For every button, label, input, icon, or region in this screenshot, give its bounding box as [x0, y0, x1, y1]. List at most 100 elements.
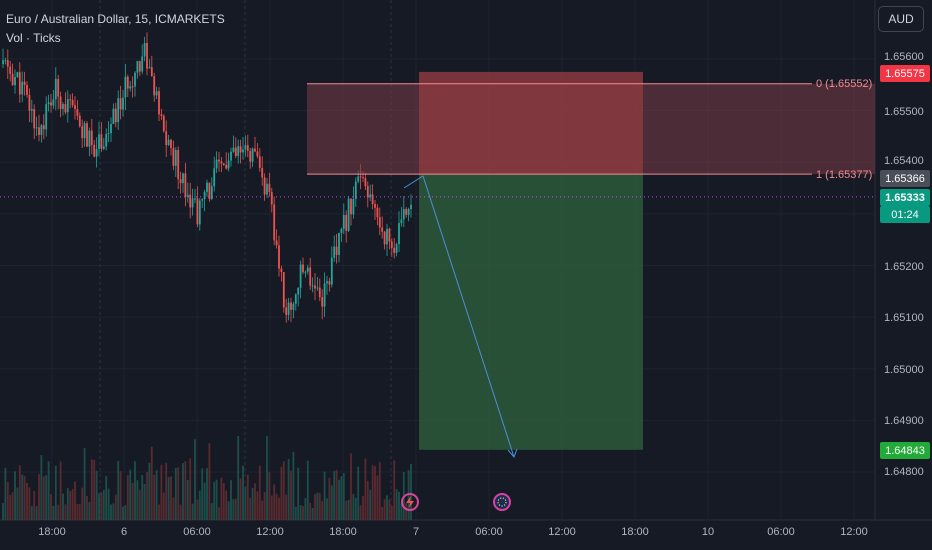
candle-body: [71, 100, 74, 106]
candle-body: [102, 146, 105, 149]
volume-bar: [345, 500, 348, 520]
volume-bar: [102, 489, 105, 520]
volume-bar: [357, 466, 360, 520]
volume-bar: [64, 504, 67, 520]
candle-body: [86, 123, 88, 147]
candle-body: [350, 198, 352, 215]
candle-body: [299, 264, 302, 288]
volume-bar: [285, 494, 288, 520]
candle-body: [239, 146, 242, 153]
projection-arrowhead: [507, 448, 518, 458]
candle-body: [366, 186, 369, 198]
volume-bar: [306, 460, 309, 520]
volume-bar: [321, 501, 324, 520]
volume-bar: [105, 476, 108, 520]
volume-bar: [165, 462, 168, 520]
candle-body: [225, 164, 228, 169]
candle-body: [40, 125, 43, 135]
volume-bar: [359, 505, 362, 520]
volume-bar: [90, 459, 93, 520]
volume-bar: [352, 493, 355, 520]
volume-bar: [261, 500, 264, 520]
volume-bar: [378, 462, 381, 520]
volume-bar: [26, 482, 28, 520]
volume-bar: [405, 503, 408, 520]
candle-body: [153, 76, 156, 96]
candle-body: [256, 151, 259, 157]
candle-body: [131, 86, 134, 88]
candle-body: [177, 150, 180, 180]
volume-bar: [210, 503, 213, 520]
volume-bar: [126, 475, 129, 520]
volume-bar: [62, 493, 64, 520]
volume-bar: [9, 495, 12, 520]
candle-body: [227, 160, 230, 169]
candle-body: [155, 91, 158, 96]
volume-bar: [297, 467, 300, 520]
candle-body: [364, 178, 367, 187]
volume-bar: [316, 492, 319, 520]
volume-bar: [323, 471, 326, 520]
candle-body: [335, 246, 338, 255]
volume-bar: [93, 460, 96, 520]
volume-bar: [21, 474, 24, 520]
lightning-icon[interactable]: [401, 493, 419, 511]
candle-body: [400, 219, 403, 224]
candle-body: [124, 76, 127, 98]
candle-body: [148, 67, 151, 69]
candle-body: [383, 231, 386, 245]
candle-body: [59, 96, 62, 109]
volume-bar: [347, 499, 350, 520]
currency-button[interactable]: AUD: [878, 6, 924, 32]
volume-bar: [194, 439, 196, 520]
stop-price-label: 1.65575: [880, 65, 930, 82]
candle-body: [126, 76, 129, 89]
volume-bar: [162, 492, 165, 520]
candle-body: [290, 302, 292, 310]
candle-body: [35, 127, 38, 129]
volume-bar: [42, 476, 45, 520]
volume-bar: [304, 498, 307, 520]
candle-body: [347, 198, 350, 231]
volume-bar: [287, 458, 290, 520]
volume-bar: [150, 446, 153, 520]
candle-body: [386, 228, 388, 245]
volume-bar: [230, 480, 232, 520]
eu-flag-icon[interactable]: [493, 493, 511, 511]
last-price-label: 1.65333: [880, 189, 930, 206]
candle-body: [323, 283, 326, 307]
take-profit-zone: [419, 174, 643, 450]
volume-bar: [201, 468, 204, 520]
candle-body: [407, 209, 410, 215]
volume-bar: [59, 461, 62, 520]
volume-bar: [314, 494, 316, 520]
volume-bar: [208, 443, 211, 520]
fib-price-label: 1.65366: [880, 170, 930, 187]
candle-body: [215, 159, 218, 169]
volume-bar: [244, 486, 247, 520]
volume-bar: [38, 474, 40, 520]
candle-body: [371, 194, 374, 204]
time-tick: 06:00: [475, 526, 503, 538]
volume-bar: [203, 482, 206, 520]
candle-body: [302, 264, 304, 273]
candle-body: [410, 204, 412, 210]
candle-body: [345, 214, 348, 231]
candle-body: [203, 191, 206, 200]
candle-body: [179, 179, 182, 184]
candle-body: [6, 60, 9, 67]
volume-bar: [6, 482, 9, 520]
volume-bar: [256, 491, 259, 520]
volume-bar: [23, 476, 26, 520]
candle-body: [2, 60, 4, 65]
candle-body: [69, 99, 72, 101]
candle-body: [83, 123, 86, 139]
candle-body: [9, 66, 12, 74]
candle-body: [45, 104, 48, 130]
candle-body: [122, 97, 124, 110]
volume-bar: [191, 503, 194, 520]
volume-bar: [328, 477, 331, 520]
volume-bar: [366, 480, 369, 520]
volume-bar: [2, 502, 4, 520]
